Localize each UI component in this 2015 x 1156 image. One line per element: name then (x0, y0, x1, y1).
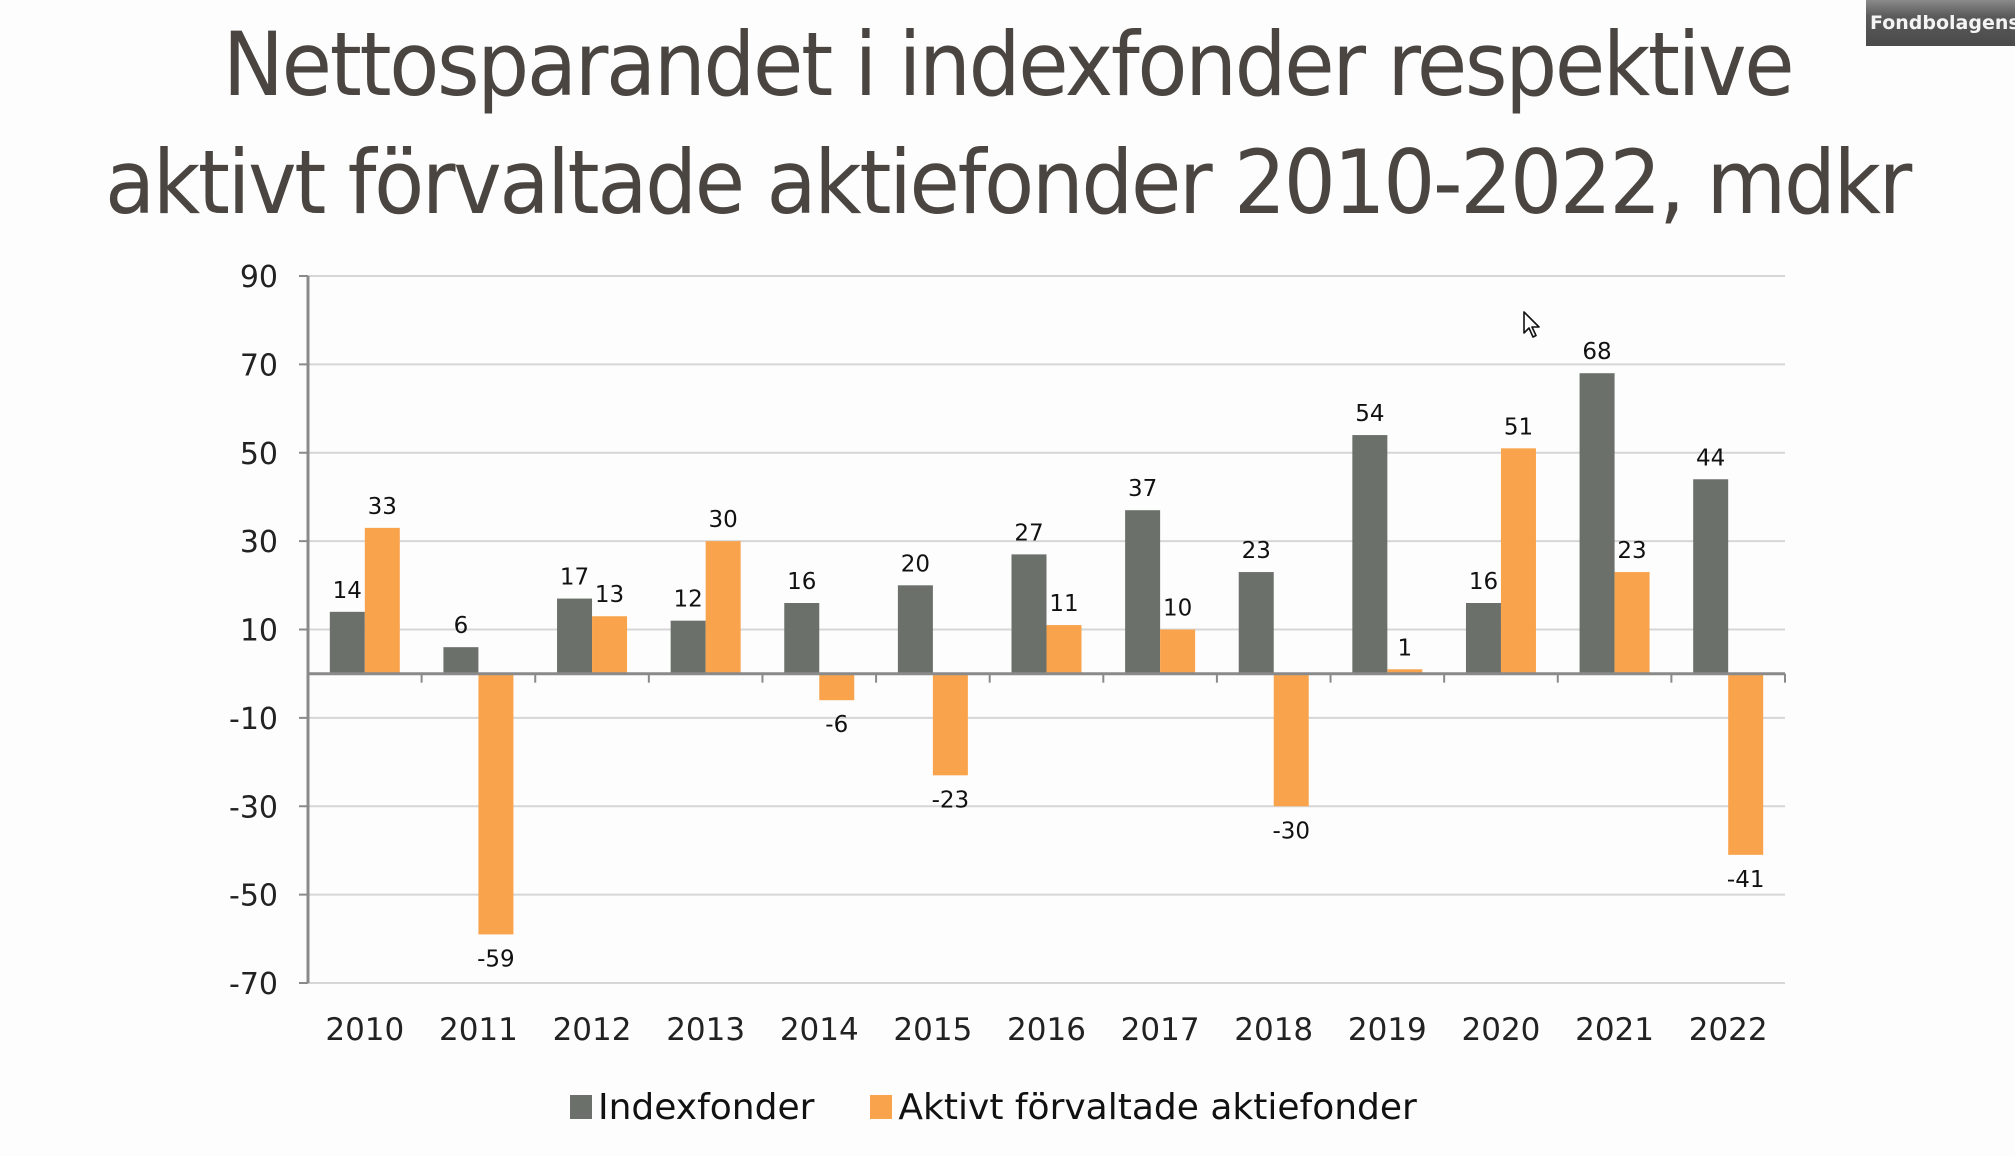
x-tick-label-2013: 2013 (666, 1012, 745, 1048)
data-label-aktiva-2022: -41 (1727, 867, 1765, 893)
data-label-indexfonder-2018: 23 (1242, 538, 1271, 564)
x-tick-label-2018: 2018 (1234, 1012, 1313, 1048)
y-tick-label: 90 (240, 260, 278, 295)
legend-swatch-aktiva (870, 1095, 893, 1119)
bar-indexfonder-2010 (329, 611, 365, 674)
data-label-aktiva-2015: -23 (932, 787, 970, 813)
bar-aktiva-2020 (1500, 448, 1536, 674)
data-label-indexfonder-2012: 17 (560, 565, 589, 591)
data-label-indexfonder-2021: 68 (1582, 339, 1611, 365)
data-label-aktiva-2018: -30 (1272, 818, 1310, 844)
y-tick-label: -70 (229, 967, 278, 1002)
data-label-indexfonder-2016: 27 (1014, 520, 1043, 546)
chart-title-line-2: aktivt förvaltade aktiefonder 2010-2022,… (105, 131, 1912, 234)
bar-indexfonder-2015 (897, 585, 933, 674)
y-tick-label: -30 (229, 790, 278, 825)
bar-indexfonder-2022 (1693, 479, 1729, 674)
data-label-indexfonder-2017: 37 (1128, 476, 1157, 502)
bar-indexfonder-2012 (557, 598, 593, 674)
y-tick-label: 30 (240, 525, 278, 560)
data-label-aktiva-2016: 11 (1049, 591, 1078, 617)
data-label-aktiva-2017: 10 (1163, 596, 1192, 622)
x-tick-label-2017: 2017 (1121, 1012, 1200, 1048)
bar-indexfonder-2020 (1465, 602, 1501, 674)
data-label-indexfonder-2019: 54 (1355, 401, 1384, 427)
bar-indexfonder-2013 (670, 620, 706, 674)
bar-indexfonder-2017 (1125, 510, 1161, 674)
y-tick-label: 70 (240, 348, 278, 383)
data-label-aktiva-2013: 30 (709, 507, 738, 533)
y-tick-label: -50 (229, 879, 278, 914)
data-label-aktiva-2011: -59 (477, 946, 515, 972)
x-tick-label-2014: 2014 (780, 1012, 859, 1048)
y-tick-label: 50 (240, 437, 278, 472)
data-label-indexfonder-2011: 6 (454, 613, 469, 639)
legend-label-aktiva: Aktivt förvaltade aktiefonder (898, 1086, 1417, 1128)
x-tick-label-2010: 2010 (325, 1012, 404, 1048)
data-label-indexfonder-2010: 14 (333, 578, 362, 604)
legend-label-indexfonder: Indexfonder (598, 1086, 815, 1128)
data-label-aktiva-2019: 1 (1398, 635, 1413, 661)
x-tick-label-2016: 2016 (1007, 1012, 1086, 1048)
bar-aktiva-2017 (1160, 629, 1196, 674)
data-label-indexfonder-2014: 16 (787, 569, 816, 595)
fondbolagens-badge: Fondbolagens (1866, 0, 2015, 46)
bar-indexfonder-2014 (784, 602, 820, 674)
data-label-indexfonder-2015: 20 (901, 551, 930, 577)
y-tick-label: -10 (229, 702, 278, 737)
data-label-aktiva-2010: 33 (368, 494, 397, 520)
x-tick-label-2012: 2012 (553, 1012, 632, 1048)
data-label-indexfonder-2020: 16 (1469, 569, 1498, 595)
bar-aktiva-2010 (364, 527, 400, 674)
data-label-aktiva-2021: 23 (1617, 538, 1646, 564)
bar-aktiva-2022 (1728, 673, 1764, 855)
legend-swatch-indexfonder (570, 1095, 592, 1119)
data-label-aktiva-2014: -6 (825, 712, 848, 738)
legend-item-indexfonder: Indexfonder (570, 1087, 814, 1128)
bar-aktiva-2011 (478, 673, 514, 935)
bar-indexfonder-2016 (1011, 554, 1047, 674)
bar-indexfonder-2011 (443, 647, 479, 674)
bar-indexfonder-2019 (1352, 435, 1388, 674)
x-tick-label-2022: 2022 (1689, 1012, 1768, 1048)
bar-indexfonder-2021 (1579, 373, 1615, 674)
bars (329, 373, 1764, 935)
bar-indexfonder-2018 (1238, 572, 1274, 674)
gridlines (308, 275, 1785, 984)
x-tick-label-2011: 2011 (439, 1012, 518, 1048)
data-label-aktiva-2020: 51 (1504, 414, 1533, 440)
bar-aktiva-2013 (705, 541, 741, 674)
y-tick-label: 10 (240, 614, 278, 649)
mouse-cursor-icon (1523, 311, 1540, 338)
bar-aktiva-2016 (1046, 625, 1082, 674)
x-tick-label-2020: 2020 (1462, 1012, 1541, 1048)
bar-aktiva-2014 (819, 673, 855, 701)
bar-aktiva-2012 (592, 616, 628, 674)
legend-item-aktiva: Aktivt förvaltade aktiefonder (870, 1086, 1417, 1128)
chart-title: Nettosparandet i indexfonder respektive … (71, 6, 1945, 242)
data-label-indexfonder-2013: 12 (674, 587, 703, 613)
bar-aktiva-2019 (1387, 669, 1423, 674)
bar-aktiva-2018 (1273, 673, 1309, 807)
bar-aktiva-2015 (932, 673, 968, 776)
chart-legend: Indexfonder Aktivt förvaltade aktiefonde… (570, 1082, 1473, 1132)
x-tick-label-2015: 2015 (893, 1012, 972, 1048)
bar-aktiva-2021 (1614, 572, 1650, 674)
data-label-aktiva-2012: 13 (595, 582, 624, 608)
x-tick-label-2021: 2021 (1575, 1012, 1654, 1048)
x-tick-label-2019: 2019 (1348, 1012, 1427, 1048)
data-label-indexfonder-2022: 44 (1696, 445, 1725, 471)
chart-title-line-1: Nettosparandet i indexfonder respektive (222, 13, 1795, 116)
